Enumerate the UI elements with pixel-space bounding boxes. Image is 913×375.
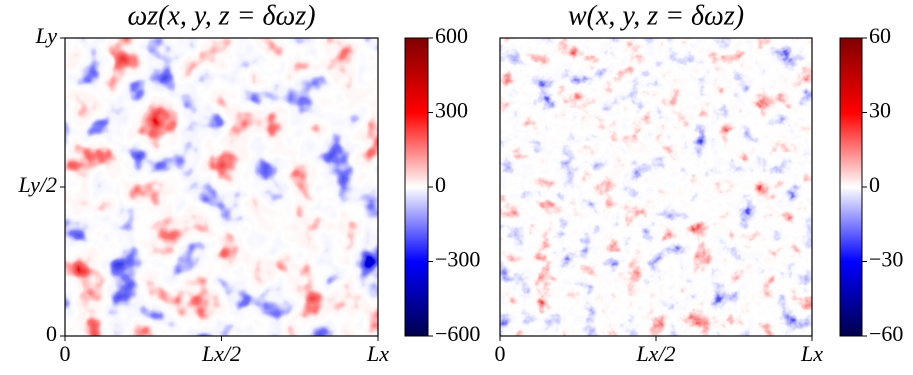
x-tick-label: Lx	[366, 341, 389, 366]
heatmap-field	[65, 38, 378, 336]
colorbar-tick-label: −600	[435, 321, 480, 346]
x-tick-label: Lx/2	[201, 341, 241, 366]
x-tick-label: Lx	[800, 341, 823, 366]
colorbar-tick-label: 0	[869, 172, 880, 197]
colorbar-tick-label: −30	[869, 247, 903, 272]
colorbar-tick-label: −300	[435, 247, 480, 272]
colorbar	[404, 37, 429, 337]
colorbar-tick-label: 0	[435, 172, 446, 197]
colorbar-tick-label: −60	[869, 321, 903, 346]
chart-title: w(x, y, z = δωz)	[568, 0, 744, 31]
x-tick-label: 0	[495, 341, 506, 366]
chart-title: ωz(x, y, z = δωz)	[127, 0, 315, 31]
y-tick-label: 0	[46, 321, 57, 346]
colorbar-tick-label: 600	[435, 23, 468, 48]
colorbar-tick-label: 30	[869, 98, 891, 123]
colorbar-tick-label: 60	[869, 23, 891, 48]
y-tick-label: Ly	[35, 23, 58, 48]
x-tick-label: Lx/2	[635, 341, 675, 366]
colorbar-tick-label: 300	[435, 98, 468, 123]
colorbar	[839, 37, 863, 337]
y-tick-label: Ly/2	[18, 172, 57, 197]
x-tick-label: 0	[60, 341, 71, 366]
heatmap-field	[500, 38, 812, 336]
